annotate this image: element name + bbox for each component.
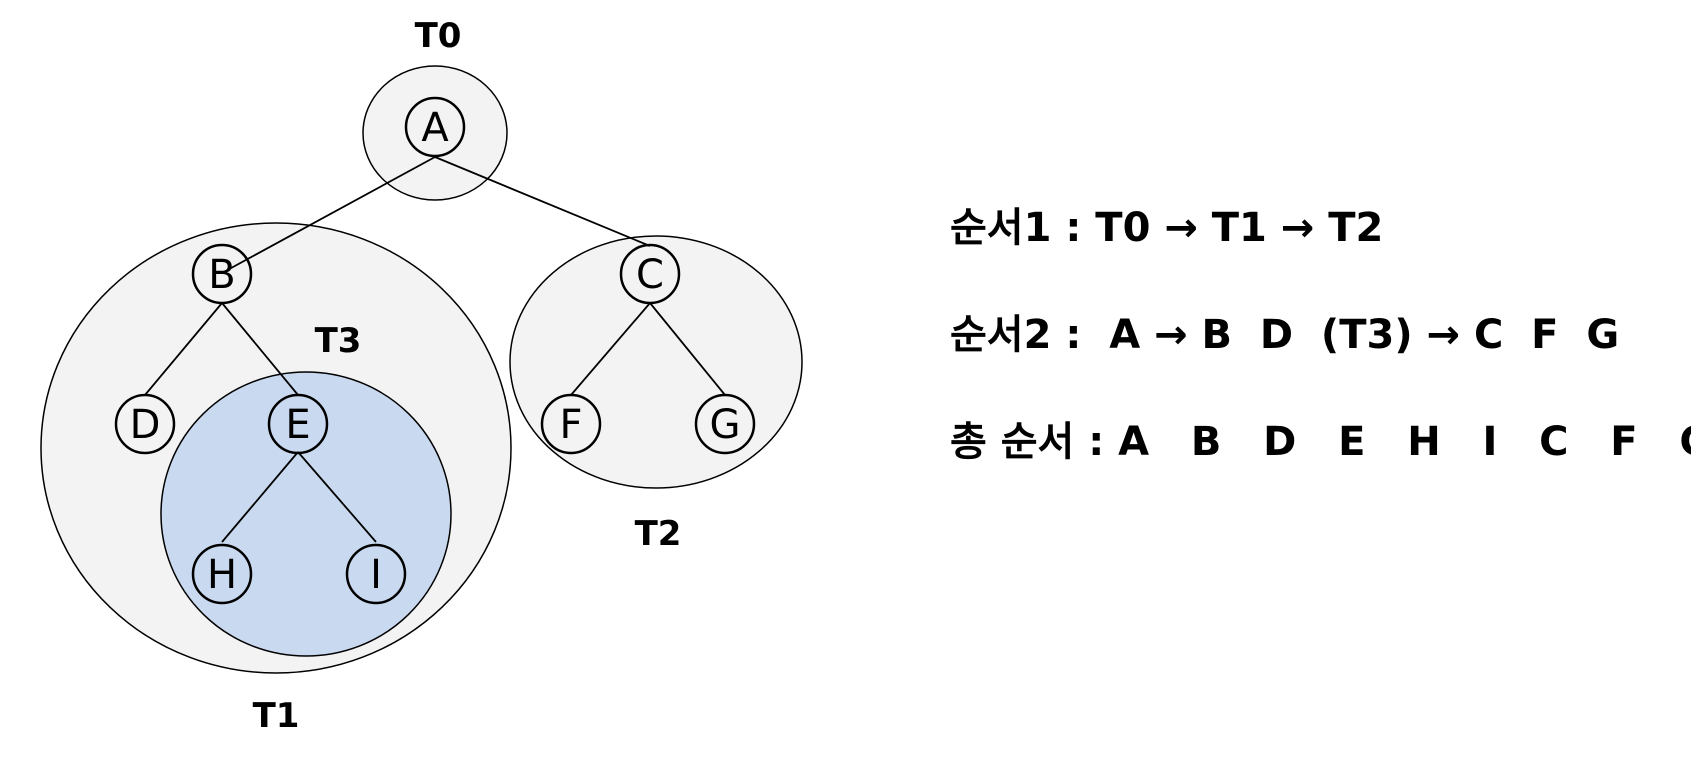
edge-e-i [297,451,377,543]
edge-a-b [221,156,436,274]
tree-edges [144,156,726,543]
node-g-label: G [710,402,741,448]
subtree-t3-region [160,371,452,657]
edge-b-e [221,302,299,396]
traversal-orders: 순서1 : T0 → T1 → T2 순서2 : A → B D (T3) → … [950,205,1691,465]
node-f: F [540,393,602,455]
subtree-t0-region [362,65,508,201]
order-2-text: 순서2 : A → B D (T3) → C F G [950,312,1619,358]
node-e: E [267,393,329,455]
edge-a-c [434,156,651,247]
node-h-label: H [207,552,237,598]
order-1-text: 순서1 : T0 → T1 → T2 [950,205,1383,251]
node-i: I [345,543,407,605]
node-e-label: E [285,402,310,448]
tree-nodes: A B C D E F G H [114,96,756,605]
node-d: D [114,393,176,455]
node-g: G [694,393,756,455]
node-b-label: B [208,252,235,298]
node-h: H [191,543,253,605]
subtree-t0-label: T0 [415,16,462,56]
node-b: B [191,243,253,305]
node-c: C [619,243,681,305]
subtree-t1-label: T1 [253,696,300,736]
subtree-labels: T0 T3 T2 T1 [253,16,682,736]
edge-b-d [144,302,223,396]
node-f-label: F [559,402,582,448]
subtree-t2-label: T2 [635,514,682,554]
node-i-label: I [370,552,382,598]
subtree-t2-region [509,235,803,489]
edge-c-f [570,302,651,396]
total-order-text: 총 순서 : A B D E H I C F G [950,419,1691,465]
subtree-t3-label: T3 [315,321,362,361]
node-a-label: A [421,105,449,151]
node-c-label: C [636,252,664,298]
node-d-label: D [130,402,161,448]
edge-e-h [221,451,299,543]
node-a: A [404,96,466,158]
edge-c-g [649,302,726,396]
subtree-regions [40,65,803,674]
